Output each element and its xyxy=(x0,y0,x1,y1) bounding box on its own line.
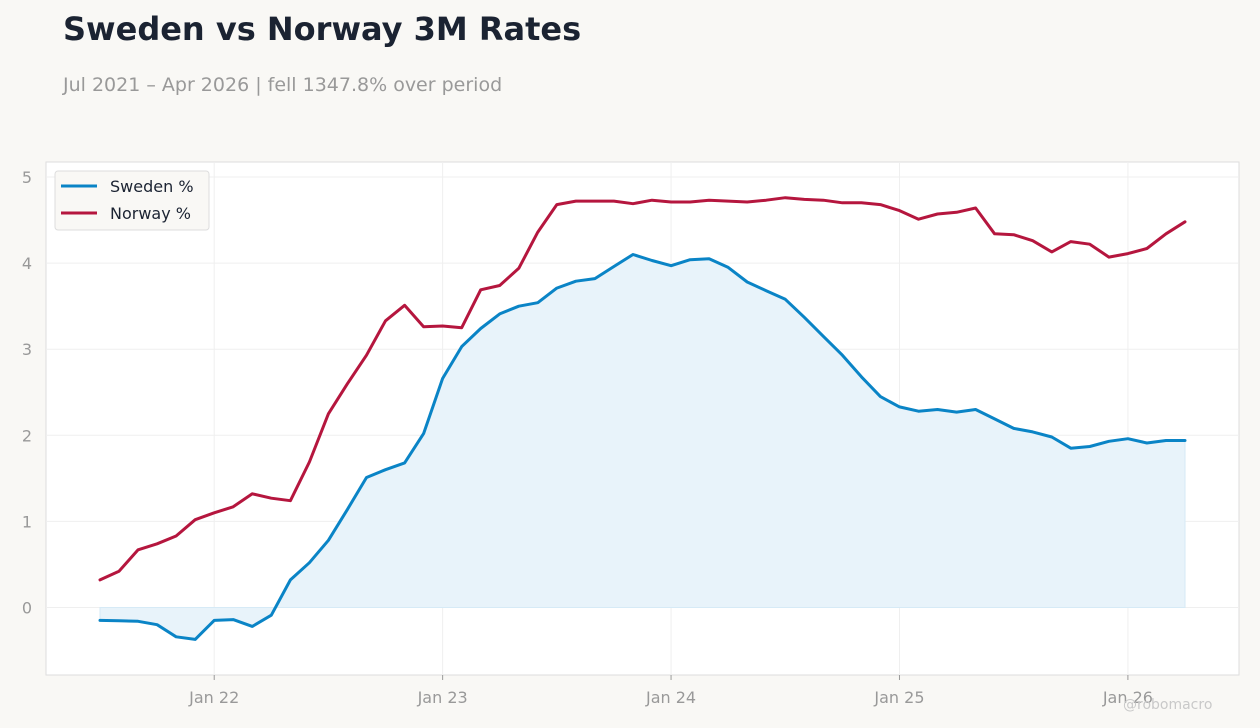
chart-subtitle: Jul 2021 – Apr 2026 | fell 1347.8% over … xyxy=(63,74,503,96)
y-tick-label: 3 xyxy=(22,340,32,359)
y-tick-label: 4 xyxy=(22,254,32,273)
sweden-line xyxy=(98,253,1187,641)
axis-ticks: 0 1 2 3 4 5 Jan 22 Jan 23 Jan 24 Jan 25 Jan 26 xyxy=(22,168,1153,707)
norway-line xyxy=(98,196,1187,582)
watermark: @robomacro xyxy=(1123,697,1213,713)
series-lines xyxy=(98,196,1187,641)
x-tick-label: Jan 23 xyxy=(417,688,468,707)
x-tick-label: Jan 24 xyxy=(645,688,696,707)
x-tick-label: Jan 26 xyxy=(1102,688,1153,707)
legend-label: Sweden % xyxy=(110,177,194,196)
chart-title: Sweden vs Norway 3M Rates xyxy=(63,10,582,48)
y-tick-label: 0 xyxy=(22,599,32,618)
legend-label: Norway % xyxy=(110,204,191,223)
x-tick-label: Jan 25 xyxy=(873,688,924,707)
y-tick-label: 5 xyxy=(22,168,32,187)
y-tick-label: 1 xyxy=(22,512,32,531)
x-tick-label: Jan 22 xyxy=(188,688,239,707)
legend: Sweden % Norway % xyxy=(54,170,210,231)
y-tick-label: 2 xyxy=(22,426,32,445)
